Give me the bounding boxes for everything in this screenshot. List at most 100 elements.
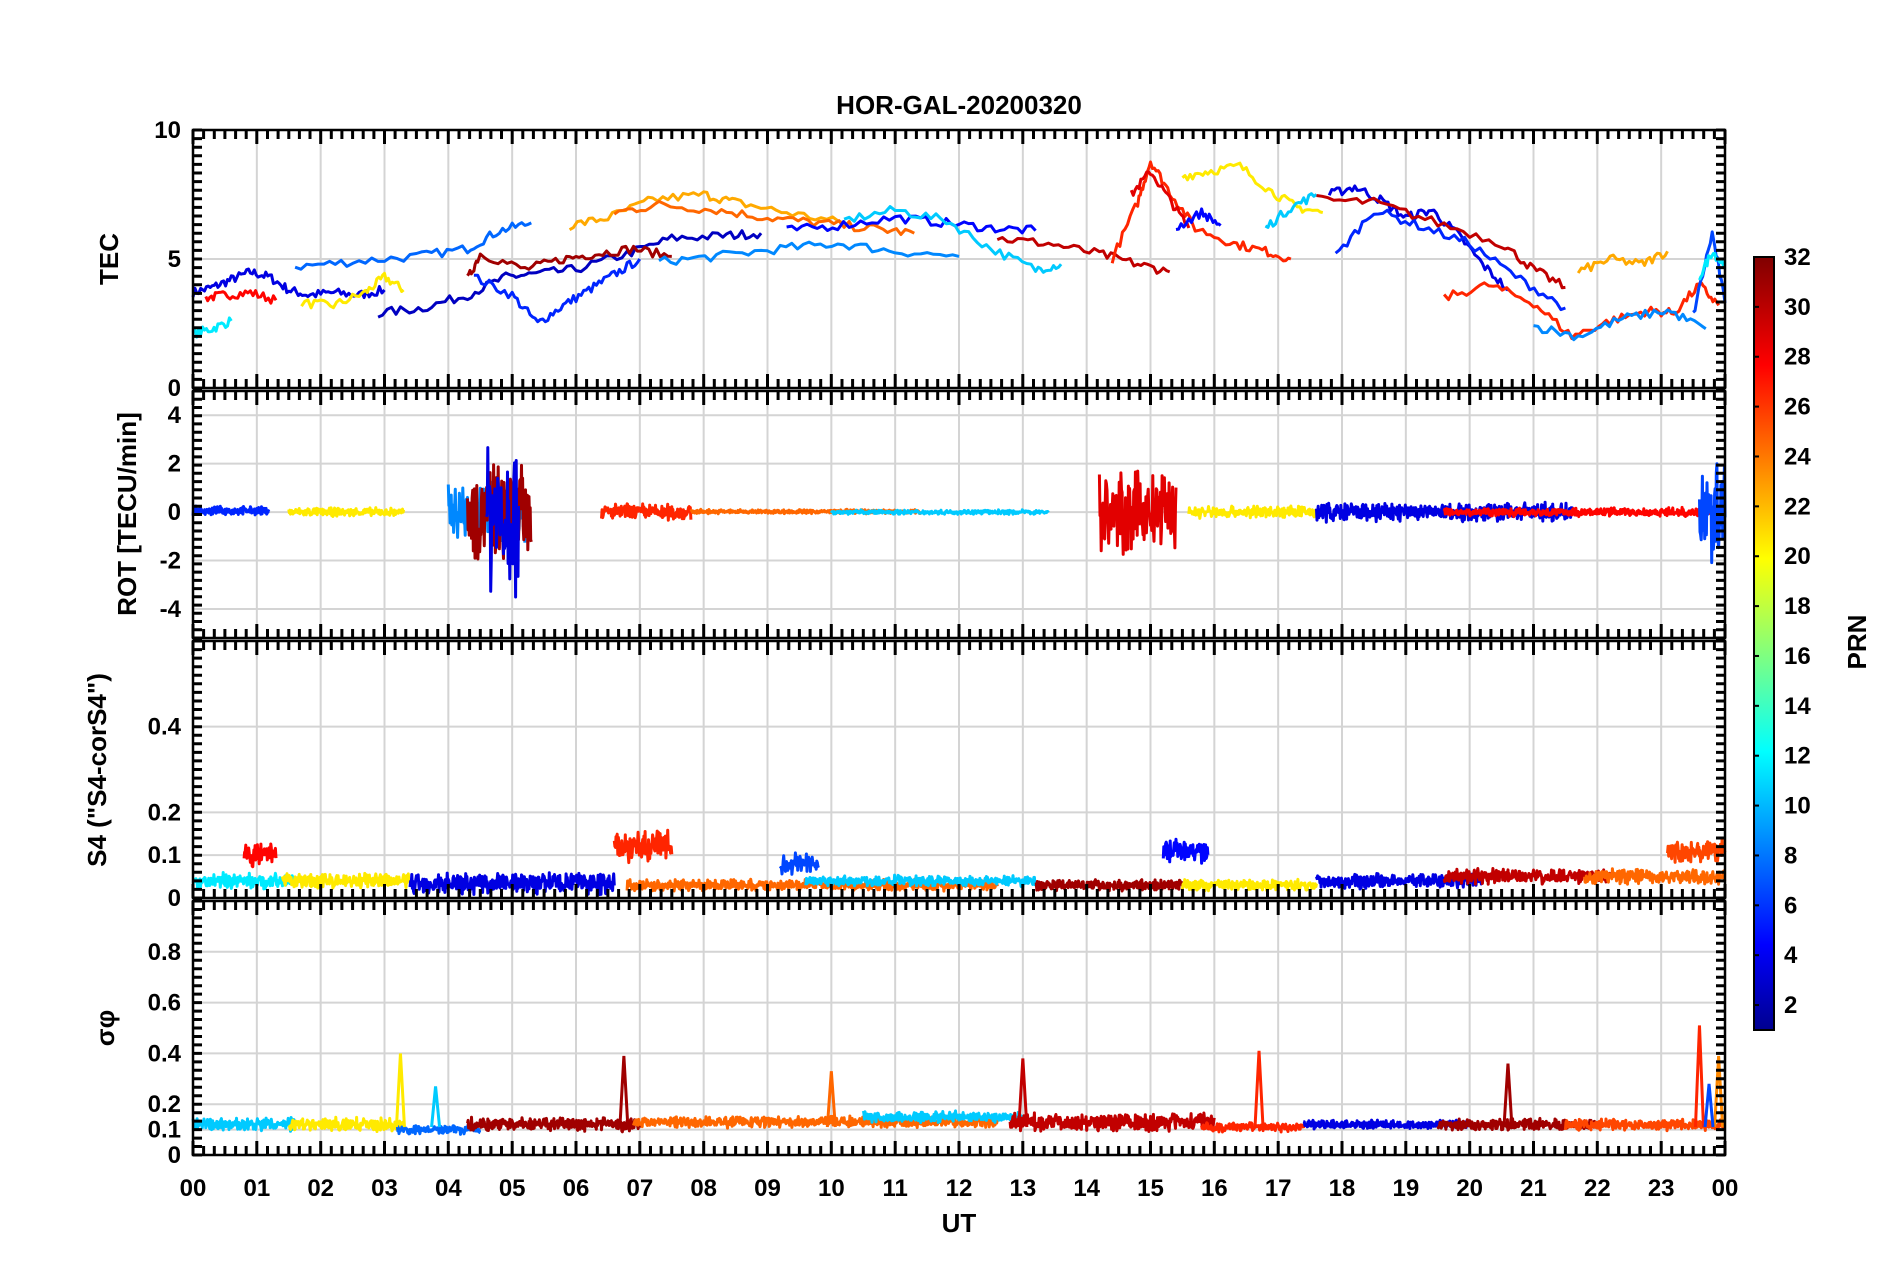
colorbar-tick-label: 14	[1784, 693, 1811, 720]
series-prn-3	[377, 229, 763, 319]
series-prn-6	[191, 504, 271, 517]
series-prn-30	[1008, 1111, 1216, 1133]
rot-panel: -4 -2 0 2 4	[160, 389, 1727, 640]
chart-title: HOR-GAL-20200320	[836, 90, 1082, 120]
y-tick-label: 0	[168, 1142, 181, 1169]
spike-prn-24	[1713, 1055, 1725, 1128]
x-tick-label: 11	[882, 1175, 907, 1202]
series-prn-4	[1315, 500, 1574, 524]
colorbar-tick-label: 4	[1784, 942, 1798, 969]
colorbar-tick-label: 12	[1784, 743, 1811, 770]
sigma-phi-panel: 00.10.2 0.4 0.6 0.8	[148, 899, 1727, 1169]
panel-ticks	[191, 899, 1727, 1157]
x-tick-label: 01	[243, 1175, 270, 1202]
colorbar-tick-label: 8	[1784, 842, 1797, 869]
x-tick-label: 18	[1329, 1175, 1356, 1202]
tec-panel: 0 5 10	[154, 117, 1727, 402]
series-prn-27	[1110, 160, 1292, 264]
series-prn-28	[1442, 505, 1721, 519]
x-tick-label: 14	[1073, 1175, 1100, 1202]
series-prn-25	[625, 877, 999, 893]
series-prn-5	[1161, 837, 1210, 865]
colorbar-tick-label: 22	[1784, 493, 1811, 520]
series-prn-30	[1316, 194, 1566, 290]
x-tick-label: 20	[1456, 1175, 1483, 1202]
series-prn-6	[473, 258, 642, 324]
series-prn-21	[280, 871, 412, 890]
series-prn-31	[466, 244, 672, 277]
series-prn-11	[843, 205, 1063, 274]
x-tick-label: 05	[499, 1175, 526, 1202]
y-axis-label-s4: S4 ("S4-corS4")	[82, 673, 112, 867]
y-axis-label-sigma-phi: σφ	[90, 1010, 120, 1046]
y-tick-label: 10	[154, 117, 181, 144]
x-tick-label: 23	[1648, 1175, 1675, 1202]
y-tick-label: 0.4	[148, 1040, 182, 1067]
y-tick-label: 0	[168, 499, 181, 526]
colorbar-tick-label: 20	[1784, 543, 1811, 570]
y-tick-label: 0.4	[148, 714, 182, 741]
spike-prn-11	[430, 1086, 442, 1128]
series-prn-7	[778, 851, 820, 876]
y-tick-label: 2	[168, 451, 181, 478]
series-prn-30	[1442, 867, 1612, 886]
series-prn-11	[861, 1109, 1025, 1125]
colorbar-tick-label: 16	[1784, 643, 1811, 670]
series-prn-31	[466, 463, 533, 566]
y-tick-label: 0	[168, 885, 181, 912]
series-prn-12	[1698, 251, 1726, 281]
s4-panel: 0 0.1 0.2 0.4	[148, 639, 1727, 912]
series-prn-12	[191, 871, 297, 891]
panel-ticks	[191, 128, 1727, 390]
spike-prn-21	[394, 1053, 406, 1128]
x-tick-label: 09	[754, 1175, 781, 1202]
x-tick-label: 22	[1584, 1175, 1611, 1202]
panel-ticks	[191, 639, 1727, 900]
spike-prn-25	[825, 1071, 837, 1128]
series-prn-11	[1264, 192, 1318, 229]
y-tick-label: 4	[168, 402, 182, 429]
series-prn-4	[191, 267, 386, 300]
series-prn-23	[1576, 250, 1669, 274]
series-prn-25	[632, 1114, 999, 1130]
spike-prn-27	[1253, 1050, 1265, 1128]
series-prn-29	[1097, 469, 1178, 556]
series-prn-4	[408, 871, 616, 897]
y-tick-label: 0	[168, 375, 181, 402]
colorbar-tick-label: 18	[1784, 593, 1811, 620]
colorbar-tick-label: 2	[1784, 992, 1797, 1019]
y-tick-label: 0.6	[148, 990, 181, 1017]
series-prn-27	[600, 502, 693, 522]
series-prn-4	[1327, 184, 1509, 292]
x-tick-label: 00	[1712, 1175, 1739, 1202]
y-tick-label: -2	[160, 548, 181, 575]
x-axis-label: UT	[942, 1208, 977, 1238]
x-tick-label: 12	[946, 1175, 973, 1202]
colorbar-tick-label: 32	[1784, 244, 1811, 271]
series-prn-28	[242, 842, 278, 869]
series-prn-26	[1666, 836, 1727, 864]
y-axis-label-tec: TEC	[94, 233, 124, 285]
series-prn-11	[804, 873, 1038, 888]
series-prn-7	[1692, 230, 1727, 314]
colorbar-tick-label: 10	[1784, 793, 1811, 820]
series-prn-26	[1563, 1117, 1726, 1133]
series-prn-4	[485, 446, 520, 599]
x-tick-label: 07	[626, 1175, 653, 1202]
y-tick-label: 0.8	[148, 939, 181, 966]
spike-prn-27	[1693, 1025, 1705, 1128]
x-tick-label: 00	[180, 1175, 207, 1202]
x-tick-label: 16	[1201, 1175, 1228, 1202]
x-tick-label: 10	[818, 1175, 845, 1202]
x-tick-label: 02	[307, 1175, 334, 1202]
series-prn-21	[287, 1115, 406, 1133]
colorbar-tick-label: 24	[1784, 443, 1811, 470]
panel-ticks	[191, 389, 1727, 640]
series-prn-21	[300, 271, 405, 310]
y-tick-label: -4	[160, 596, 182, 623]
x-tick-label: 04	[435, 1175, 462, 1202]
colorbar-tick-label: 6	[1784, 892, 1797, 919]
spike-prn-30	[1017, 1058, 1029, 1128]
series-prn-31	[466, 1115, 642, 1134]
